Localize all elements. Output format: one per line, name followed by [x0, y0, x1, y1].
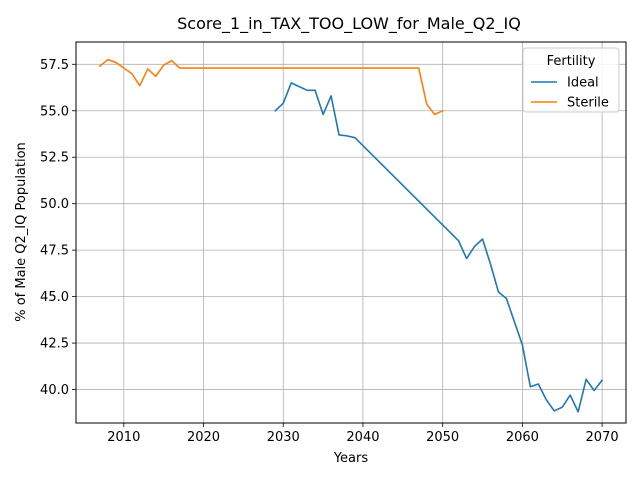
- series-line-ideal: [275, 83, 602, 412]
- y-axis-title: % of Male Q2_IQ Population: [14, 142, 29, 322]
- x-axis-title: Years: [333, 451, 369, 466]
- y-tick-label: 45.0: [40, 290, 69, 305]
- legend-label-sterile: Sterile: [567, 96, 609, 111]
- y-tick-label: 42.5: [40, 337, 69, 352]
- y-tick-label: 50.0: [40, 197, 69, 212]
- y-tick-label: 55.0: [40, 104, 69, 119]
- y-tick-label: 52.5: [40, 151, 69, 166]
- x-tick-label: 2020: [187, 430, 220, 445]
- x-tick-label: 2070: [586, 430, 619, 445]
- legend: Fertility Ideal Sterile: [523, 48, 619, 112]
- chart-title: Score_1_in_TAX_TOO_LOW_for_Male_Q2_IQ: [177, 14, 521, 34]
- x-tick-label: 2050: [426, 430, 459, 445]
- y-tick-label: 40.0: [40, 383, 69, 398]
- x-tick-label: 2010: [107, 430, 140, 445]
- x-tick-label: 2030: [267, 430, 300, 445]
- x-tick-label: 2040: [346, 430, 379, 445]
- series-line-sterile: [100, 60, 443, 115]
- x-tick-label: 2060: [506, 430, 539, 445]
- legend-label-ideal: Ideal: [567, 76, 599, 91]
- y-tick-label: 57.5: [40, 58, 69, 73]
- y-tick-label: 47.5: [40, 244, 69, 259]
- legend-title: Fertility: [547, 54, 596, 69]
